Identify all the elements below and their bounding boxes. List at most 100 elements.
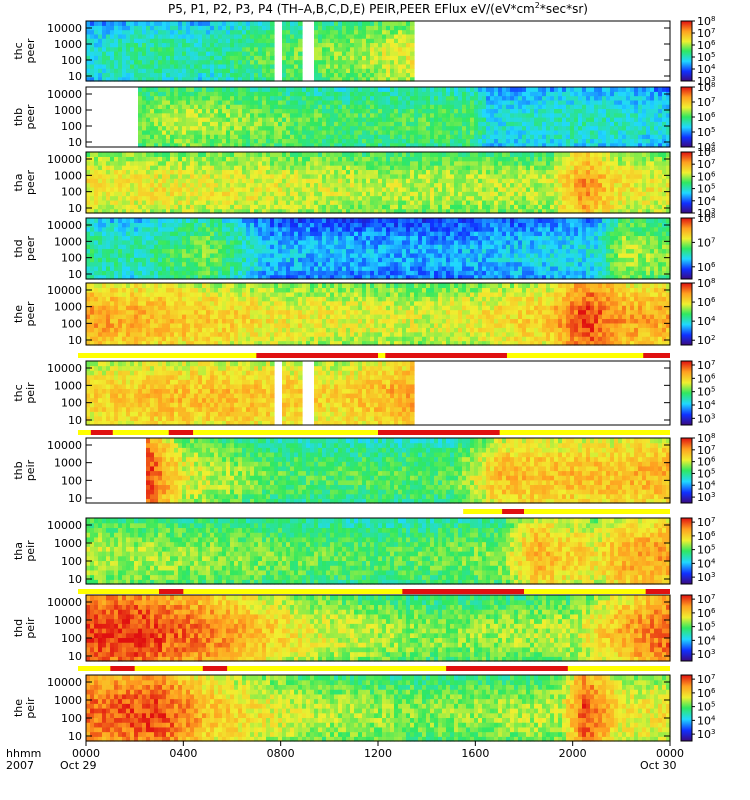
heatmap-cell <box>498 186 503 192</box>
heatmap-cell <box>234 152 239 157</box>
heatmap-cell <box>318 21 323 26</box>
heatmap-cell <box>374 112 379 118</box>
heatmap-cell <box>378 173 383 179</box>
heatmap-cell <box>486 99 491 105</box>
heatmap-cell <box>562 191 567 197</box>
heatmap-cell <box>122 59 127 65</box>
heatmap-cell <box>342 186 347 192</box>
heatmap-cell <box>582 108 587 114</box>
heatmap-cell <box>326 142 331 148</box>
heatmap-cell <box>342 191 347 197</box>
heatmap-cell <box>190 138 195 144</box>
heatmap-cell <box>154 208 159 214</box>
heatmap-cell <box>298 152 303 157</box>
heatmap-cell <box>554 121 559 127</box>
heatmap-cell <box>506 108 511 114</box>
heatmap-cell <box>230 138 235 144</box>
heatmap-cell <box>418 117 423 122</box>
heatmap-cell <box>550 108 555 114</box>
heatmap-cell <box>118 191 123 197</box>
heatmap-cell <box>166 112 171 118</box>
heatmap-cell <box>454 165 459 171</box>
heatmap-cell <box>502 91 507 97</box>
heatmap-cell <box>106 59 111 65</box>
heatmap-cell <box>330 138 335 144</box>
heatmap-cell <box>526 95 531 101</box>
heatmap-cell <box>98 165 103 171</box>
heatmap-cell <box>166 195 171 201</box>
heatmap-cell <box>106 29 111 35</box>
heatmap-cell <box>362 104 367 110</box>
heatmap-cell <box>178 38 183 44</box>
heatmap-cell <box>530 191 535 197</box>
heatmap-cell <box>366 152 371 157</box>
heatmap-cell <box>298 72 303 78</box>
heatmap-cell <box>98 208 103 214</box>
heatmap-cell <box>226 46 231 52</box>
heatmap-cell <box>366 138 371 144</box>
heatmap-cell <box>326 95 331 101</box>
heatmap-cell <box>618 186 623 192</box>
heatmap-cell <box>142 99 147 105</box>
heatmap-cell <box>534 138 539 144</box>
heatmap-cell <box>230 199 235 205</box>
heatmap-cell <box>182 173 187 179</box>
heatmap-cell <box>398 59 403 65</box>
heatmap-cell <box>358 152 363 157</box>
heatmap-cell <box>178 134 183 140</box>
heatmap-cell <box>570 91 575 97</box>
heatmap-cell <box>174 99 179 105</box>
heatmap-cell <box>526 138 531 144</box>
heatmap-cell <box>238 51 243 56</box>
heatmap-cell <box>594 138 599 144</box>
heatmap-cell <box>254 21 259 26</box>
heatmap-cell <box>326 68 331 74</box>
heatmap-cell <box>306 129 311 135</box>
heatmap-cell <box>230 95 235 101</box>
heatmap-cell <box>158 95 163 101</box>
heatmap-cell <box>262 125 267 131</box>
heatmap-cell <box>314 99 319 105</box>
heatmap-cell <box>430 112 435 118</box>
heatmap-cell <box>410 76 415 82</box>
heatmap-cell <box>178 72 183 78</box>
heatmap-cell <box>646 87 651 92</box>
heatmap-cell <box>646 204 651 210</box>
heatmap-cell <box>270 87 275 92</box>
heatmap-cell <box>546 108 551 114</box>
heatmap-cell <box>370 134 375 140</box>
heatmap-cell <box>438 104 443 110</box>
heatmap-cell <box>94 182 99 188</box>
heatmap-cell <box>210 46 215 52</box>
heatmap-cell <box>86 178 91 184</box>
heatmap-cell <box>558 182 563 188</box>
heatmap-cell <box>562 142 567 148</box>
heatmap-cell <box>650 117 655 122</box>
heatmap-cell <box>498 117 503 122</box>
heatmap-cell <box>446 121 451 127</box>
heatmap-cell <box>650 134 655 140</box>
heatmap-cell <box>182 160 187 166</box>
heatmap-cell <box>282 72 287 78</box>
heatmap-cell <box>346 95 351 101</box>
heatmap-cell <box>618 104 623 110</box>
heatmap-cell <box>574 138 579 144</box>
heatmap-cell <box>98 29 103 35</box>
heatmap-cell <box>618 208 623 214</box>
heatmap-cell <box>218 191 223 197</box>
heatmap-cell <box>246 104 251 110</box>
heatmap-cell <box>282 76 287 82</box>
heatmap-cell <box>370 182 375 188</box>
heatmap-cell <box>646 195 651 201</box>
heatmap-cell <box>390 51 395 56</box>
heatmap-cell <box>450 160 455 166</box>
heatmap-cell <box>398 191 403 197</box>
heatmap-cell <box>110 191 115 197</box>
heatmap-cell <box>142 208 147 214</box>
heatmap-cell <box>326 160 331 166</box>
heatmap-cell <box>458 117 463 122</box>
heatmap-cell <box>258 108 263 114</box>
heatmap-cell <box>338 63 343 69</box>
heatmap-cell <box>394 25 399 31</box>
heatmap-cell <box>130 25 135 31</box>
